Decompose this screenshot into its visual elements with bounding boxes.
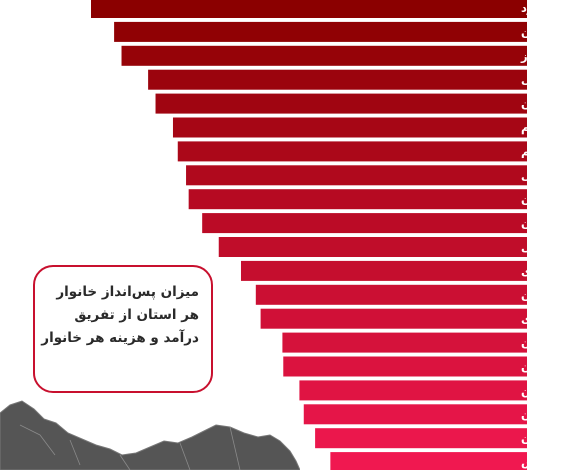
bar-2	[114, 21, 527, 42]
bar-label-17: قزوین	[521, 383, 558, 398]
chart-title-box: میزان پس‌انداز خانوار هر استان از تفریق …	[33, 265, 213, 393]
bar-label-20: فارس	[521, 455, 555, 469]
bar-5	[155, 93, 527, 114]
bar-label-11: خراسان شمالی	[521, 240, 588, 254]
bar-label-8: آذربایجان شرقی	[521, 168, 588, 182]
bar-20	[330, 452, 527, 470]
bar-label-14: مرکزی	[521, 312, 560, 326]
bar-12	[240, 260, 527, 281]
bar-18	[303, 404, 527, 425]
bar-13	[255, 284, 528, 305]
bar-label-19: همدان	[521, 431, 557, 445]
bar-label-6: ایلام	[521, 121, 546, 135]
bar-label-12: چهارمحال و بختیاری	[521, 264, 588, 279]
bar-label-18: گلستان	[521, 407, 563, 421]
bar-4	[148, 69, 527, 90]
bar-16	[283, 356, 527, 377]
bar-14	[260, 308, 527, 329]
bar-label-2: گیلان	[521, 25, 551, 39]
bar-1	[91, 0, 527, 18]
bar-3	[121, 45, 528, 66]
chart-title-line-3: درآمد و هزینه هر خانوار	[41, 330, 199, 346]
map-silhouette	[0, 400, 300, 470]
bar-label-7: قم	[521, 144, 538, 158]
bar-9	[188, 189, 527, 210]
bar-8	[186, 165, 527, 186]
bar-7	[177, 141, 527, 162]
bar-label-4: خراسان جنوبی	[521, 73, 588, 88]
iran-map-graphic	[0, 400, 300, 470]
map-province-line	[19, 424, 241, 470]
bar-label-3: البرز	[520, 49, 548, 63]
bar-label-9: لرستان	[521, 192, 563, 206]
bar-label-13: سمنان	[521, 288, 559, 302]
bar-15	[282, 332, 527, 353]
bar-11	[218, 237, 528, 257]
bar-label-16: تهران	[521, 360, 554, 374]
bars-group: یزد گیلان البرز خراسان جنوبی کرمان ایلام قم آذر…	[91, 0, 588, 470]
bar-label-1: یزد	[521, 1, 538, 15]
bar-19	[315, 428, 527, 449]
chart-title-line-2: هر استان از تفریق	[74, 307, 199, 323]
bar-label-10: سیستان و بلوچستان	[521, 216, 588, 231]
bar-label-15: هرمزگان	[521, 336, 571, 350]
bar-6	[172, 117, 527, 138]
bar-10	[202, 213, 527, 234]
chart-title-line-1: میزان پس‌انداز خانوار	[56, 284, 199, 300]
bar-17	[299, 380, 527, 401]
bar-label-5: کرمان	[521, 97, 556, 111]
